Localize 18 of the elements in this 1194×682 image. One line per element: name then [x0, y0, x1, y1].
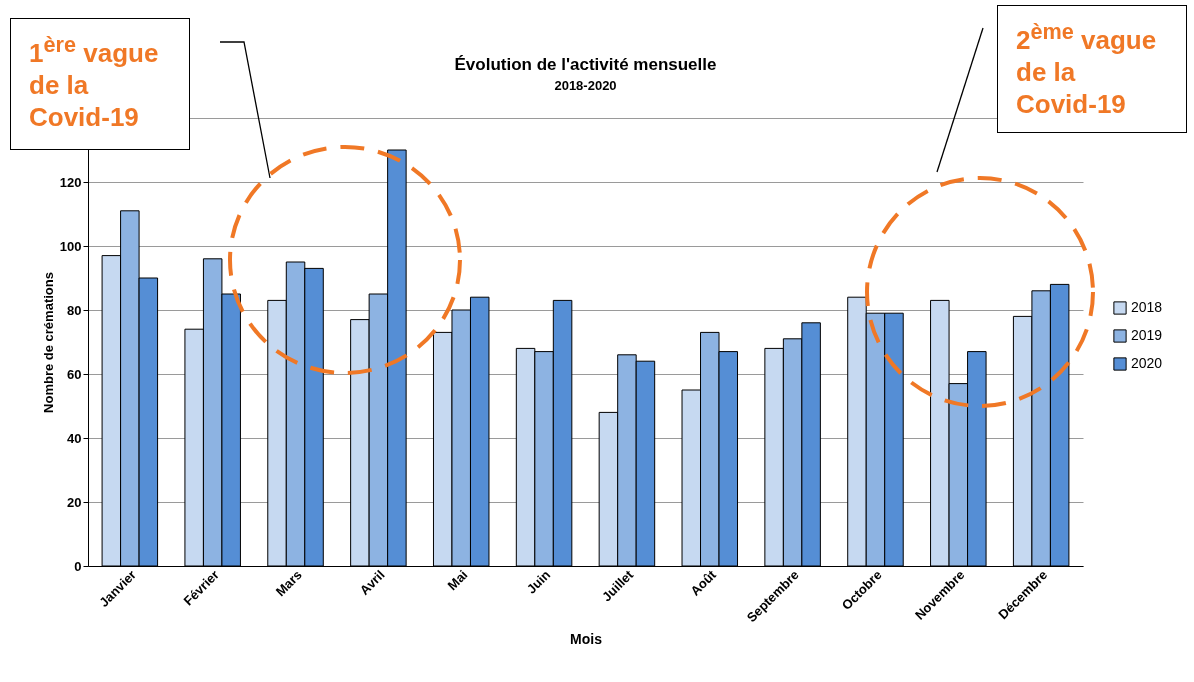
y-tick-label: 20 — [67, 494, 82, 510]
y-tick-label: 80 — [67, 302, 82, 318]
y-tick-label: 60 — [67, 366, 82, 382]
text: 2$^{ème}$ vague de la Covid-19 — [1016, 19, 1157, 119]
x-axis-title: Mois — [570, 631, 603, 648]
y-axis-title: Nombre de crémations — [40, 272, 56, 413]
x-tick-label: Juin — [523, 567, 554, 597]
y-tick-label: 100 — [59, 238, 82, 254]
annotation: 1$^{ère}$ vague de la Covid-19 — [29, 32, 159, 132]
legend-label: 2019 — [1131, 327, 1163, 343]
chart-title: Évolution de l'activité mensuelle — [454, 54, 717, 74]
y-tick-label: 120 — [59, 174, 82, 190]
legend-label: 2020 — [1131, 355, 1163, 371]
chart-subtitle: 2018-2020 — [554, 77, 617, 93]
y-tick-label: 40 — [67, 430, 82, 446]
legend-label: 2018 — [1131, 299, 1163, 315]
x-tick-label: Mai — [444, 567, 471, 594]
y-tick-label: 0 — [74, 558, 82, 574]
